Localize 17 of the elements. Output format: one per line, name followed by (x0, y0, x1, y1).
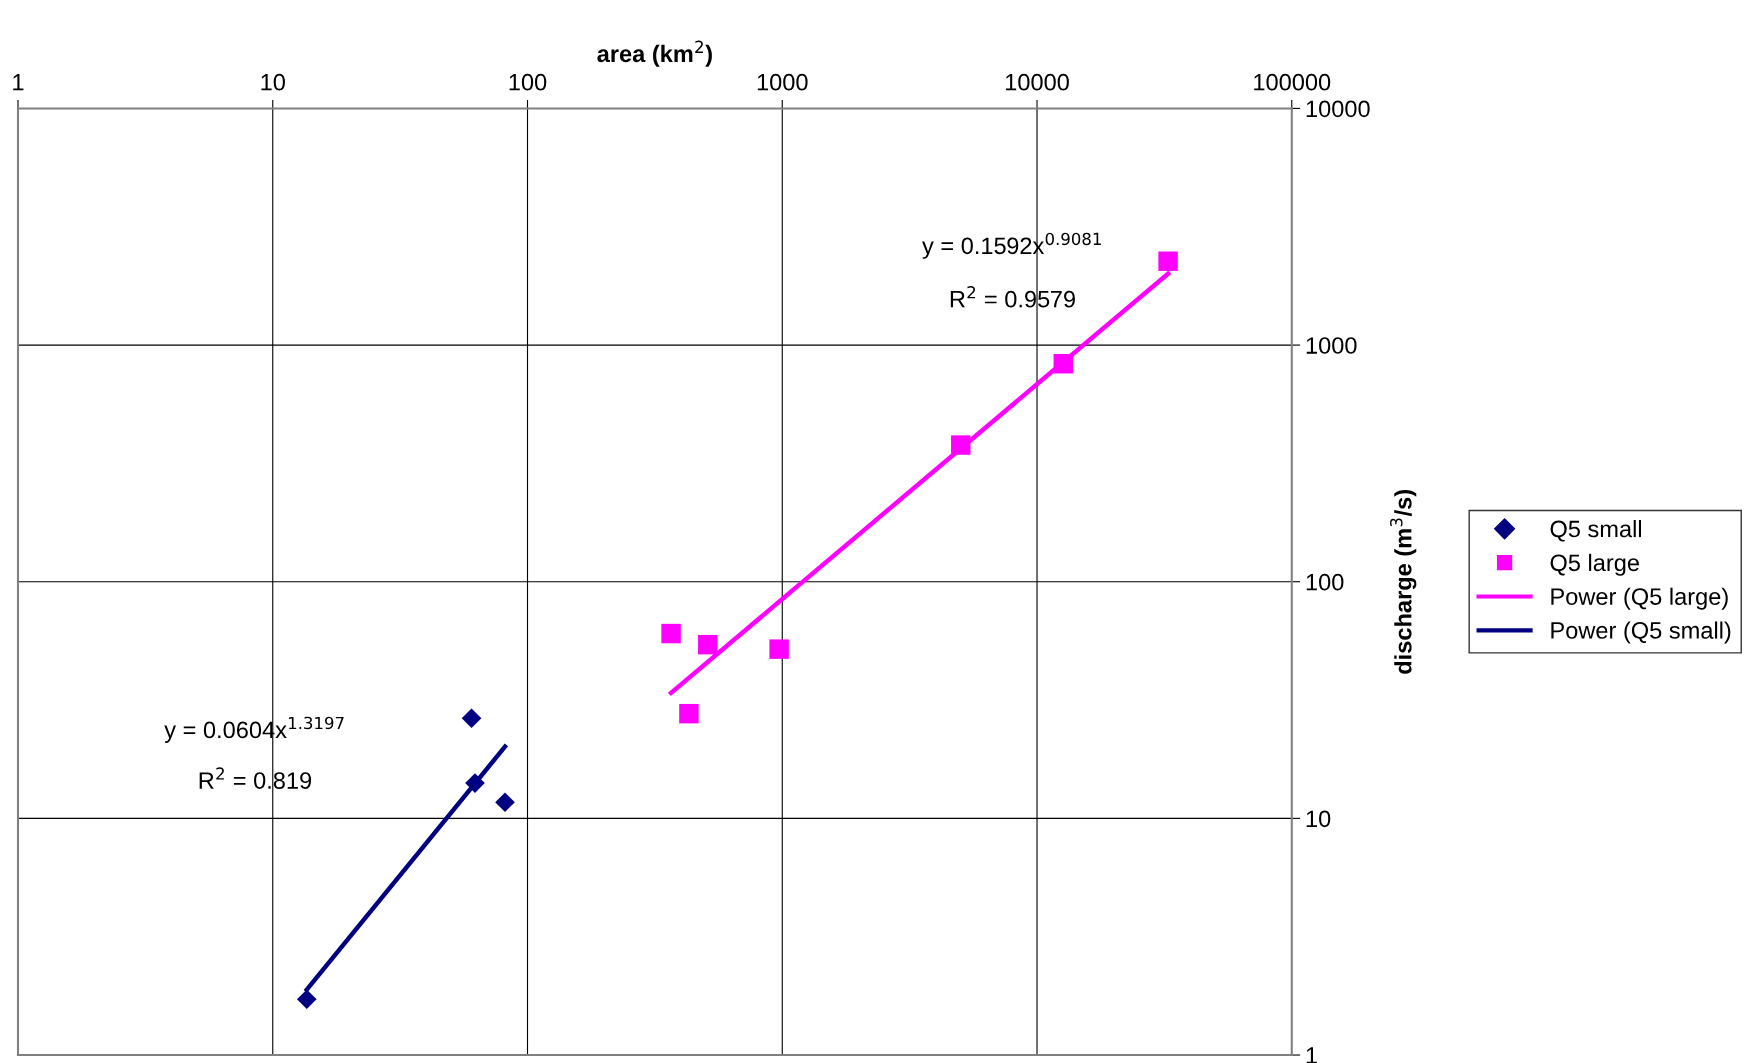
x-tick-label: 10000 (1005, 73, 1069, 91)
y-tick-label: 10 (1306, 810, 1331, 828)
legend-label: Power (Q5 small) (1551, 621, 1731, 644)
x-tick-label: 100000 (1254, 73, 1331, 91)
x-tick-label: 1 (13, 74, 24, 91)
y-tick-label: 1000 (1306, 337, 1357, 354)
legend-label: Power (Q5 large) (1551, 587, 1728, 610)
y-axis-title: discharge (m$^{3}$/s) (1390, 490, 1417, 674)
x-tick-label: 100 (509, 73, 547, 91)
legend-label: Q5 small (1550, 520, 1642, 542)
y-tick-label: 1 (1306, 1047, 1317, 1063)
y-tick-label: 10000 (1306, 100, 1370, 118)
x-tick-label: 1000 (757, 73, 808, 91)
x-tick-label: 10 (261, 73, 285, 91)
y-tick-label: 100 (1306, 573, 1344, 591)
x-axis-title: area (km$^{2}$) (597, 40, 712, 67)
legend-label: Q5 large (1550, 553, 1639, 576)
